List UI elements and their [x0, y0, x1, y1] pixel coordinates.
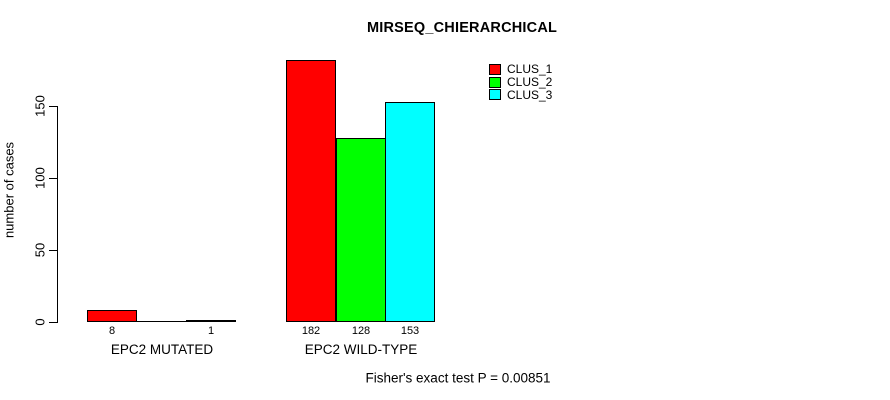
legend-item: CLUS_3	[489, 88, 552, 101]
legend-label: CLUS_2	[507, 75, 553, 90]
category-label: EPC2 WILD-TYPE	[304, 342, 418, 357]
bar-value-label: 153	[400, 325, 420, 337]
bar	[336, 138, 386, 322]
legend-swatch	[489, 63, 501, 75]
bar-value-label: 8	[108, 325, 116, 337]
legend-item: CLUS_2	[489, 76, 552, 89]
bar	[137, 321, 187, 322]
legend-label: CLUS_1	[507, 62, 553, 77]
legend-label: CLUS_3	[507, 87, 553, 102]
legend-swatch	[489, 89, 501, 101]
bar-value-label: 1	[207, 325, 215, 337]
y-tick-label: 0	[32, 318, 48, 326]
legend-item: CLUS_1	[489, 63, 552, 76]
bar	[186, 320, 236, 322]
bar-value-label: 128	[351, 325, 371, 337]
y-tick	[49, 178, 57, 179]
bar	[286, 60, 336, 322]
bar-value-label: 182	[301, 325, 321, 337]
legend: CLUS_1 CLUS_2 CLUS_3	[489, 63, 552, 101]
y-tick	[49, 322, 57, 323]
y-tick	[49, 250, 57, 251]
category-label: EPC2 MUTATED	[110, 342, 214, 357]
chart-title: MIRSEQ_CHIERARCHICAL	[366, 20, 558, 36]
y-tick	[49, 106, 57, 107]
fisher-test-annotation: Fisher's exact test P = 0.00851	[365, 370, 551, 386]
y-axis-label: number of cases	[1, 141, 17, 239]
y-tick-label: 50	[32, 242, 48, 258]
y-axis-line	[57, 106, 58, 323]
bar	[87, 310, 137, 322]
y-tick-label: 150	[32, 95, 48, 117]
bar	[385, 102, 435, 322]
legend-swatch	[489, 76, 501, 88]
y-tick-label: 100	[32, 167, 48, 189]
